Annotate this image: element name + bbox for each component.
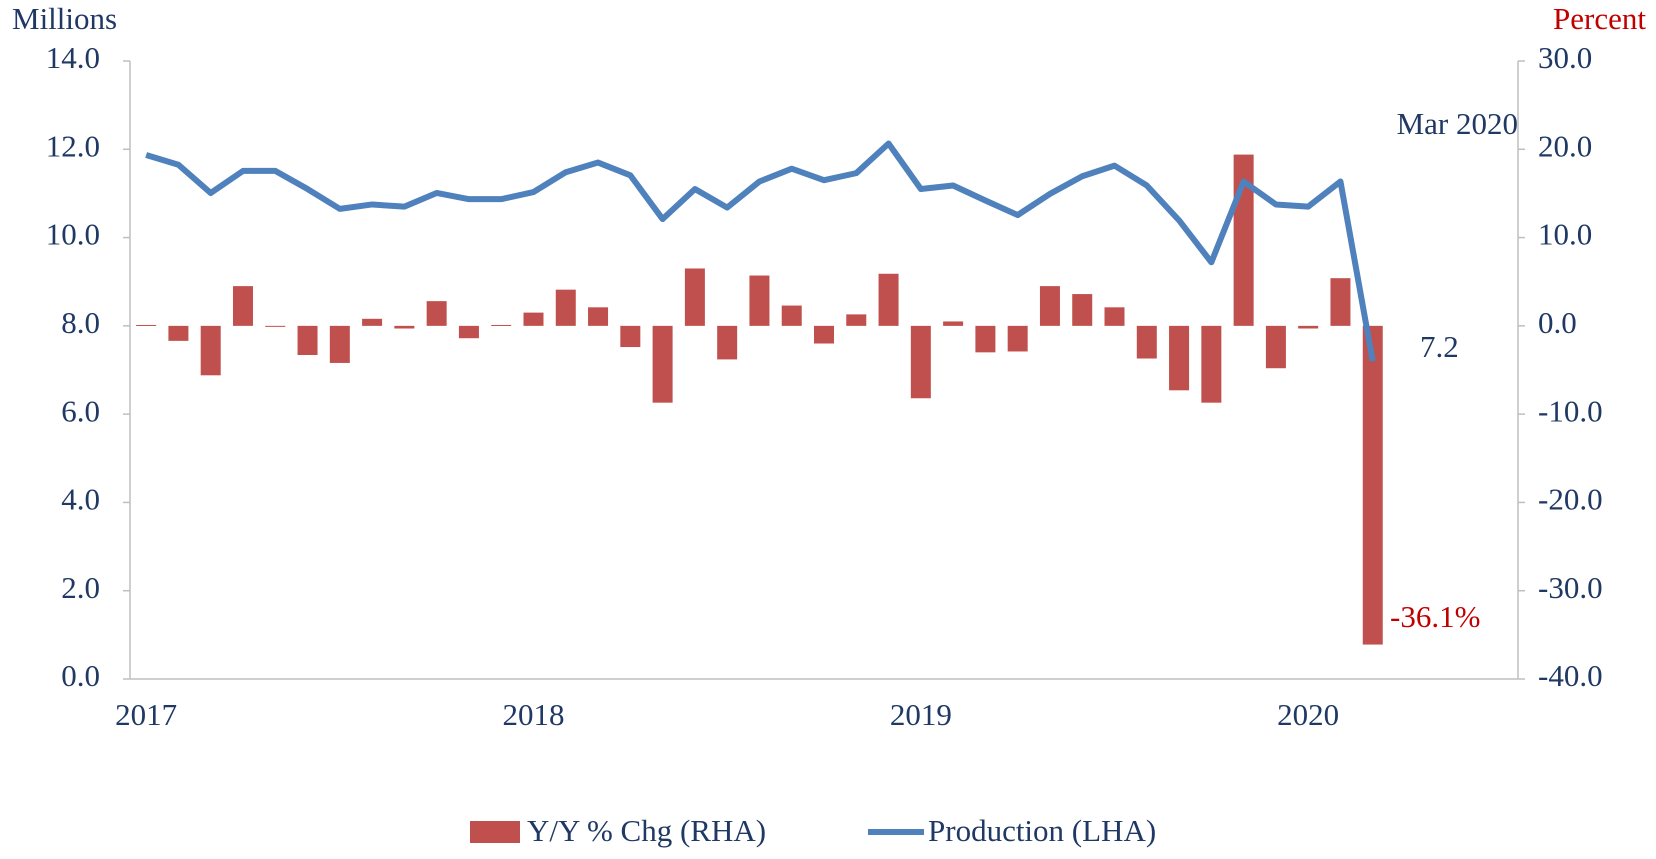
y-tick-label: 8.0 (61, 305, 100, 340)
bar (426, 301, 447, 326)
y-tick-label: 12.0 (46, 128, 100, 163)
y2-tick-label: -30.0 (1538, 570, 1603, 605)
bar (1072, 294, 1093, 326)
y2-axis-title: Percent (1553, 1, 1646, 36)
y-tick-label: 6.0 (61, 393, 100, 428)
bar (1298, 325, 1319, 329)
y2-tick-label: 20.0 (1538, 128, 1592, 163)
x-tick-label: 2017 (115, 697, 177, 732)
bar (749, 275, 770, 326)
y2-tick-label: 30.0 (1538, 40, 1592, 75)
bar (878, 273, 899, 326)
bar (781, 305, 802, 326)
bar (1169, 325, 1190, 391)
bar (1265, 325, 1286, 369)
annotation: -36.1% (1390, 599, 1480, 634)
bar (297, 325, 318, 355)
x-tick-label: 2018 (502, 697, 564, 732)
bar (652, 325, 673, 403)
bar (588, 307, 609, 326)
y2-tick-label: -20.0 (1538, 482, 1603, 517)
legend-label: Production (LHA) (928, 813, 1156, 848)
bar (620, 325, 641, 348)
legend-label: Y/Y % Chg (RHA) (527, 813, 766, 848)
annotation: Mar 2020 (1397, 106, 1518, 141)
bar (200, 325, 221, 376)
x-tick-label: 2020 (1277, 697, 1339, 732)
bar (943, 321, 964, 326)
y-tick-label: 4.0 (61, 482, 100, 517)
bar (491, 324, 512, 326)
bar (555, 289, 576, 326)
bar (136, 324, 157, 326)
bar (684, 268, 705, 326)
bar (717, 325, 738, 360)
bar (975, 325, 996, 353)
bar (1039, 286, 1060, 326)
y2-tick-label: 10.0 (1538, 217, 1592, 252)
annotation: 7.2 (1420, 329, 1459, 364)
bar (458, 325, 479, 339)
bar (362, 318, 383, 326)
y-tick-label: 10.0 (46, 217, 100, 252)
bar (1007, 325, 1028, 352)
bar (168, 325, 189, 341)
bar (329, 325, 350, 363)
y-axis-title: Millions (12, 1, 117, 36)
y2-tick-label: -10.0 (1538, 393, 1603, 428)
y-tick-label: 2.0 (61, 570, 100, 605)
bar (394, 325, 415, 329)
bar (910, 325, 931, 399)
y-tick-label: 0.0 (61, 658, 100, 693)
bar (265, 325, 286, 327)
bar (1330, 278, 1351, 326)
bar (523, 312, 544, 326)
line (145, 140, 1376, 362)
legend-swatch (470, 821, 520, 843)
x-tick-label: 2019 (890, 697, 952, 732)
bar (232, 286, 253, 326)
bar (814, 325, 834, 344)
bar (1136, 325, 1157, 359)
y2-tick-label: 0.0 (1538, 305, 1577, 340)
bar (846, 314, 867, 326)
bar (1201, 325, 1222, 403)
y-tick-label: 14.0 (46, 40, 100, 75)
bar (1362, 325, 1383, 645)
bar (1104, 307, 1125, 326)
y2-tick-label: -40.0 (1538, 658, 1603, 693)
